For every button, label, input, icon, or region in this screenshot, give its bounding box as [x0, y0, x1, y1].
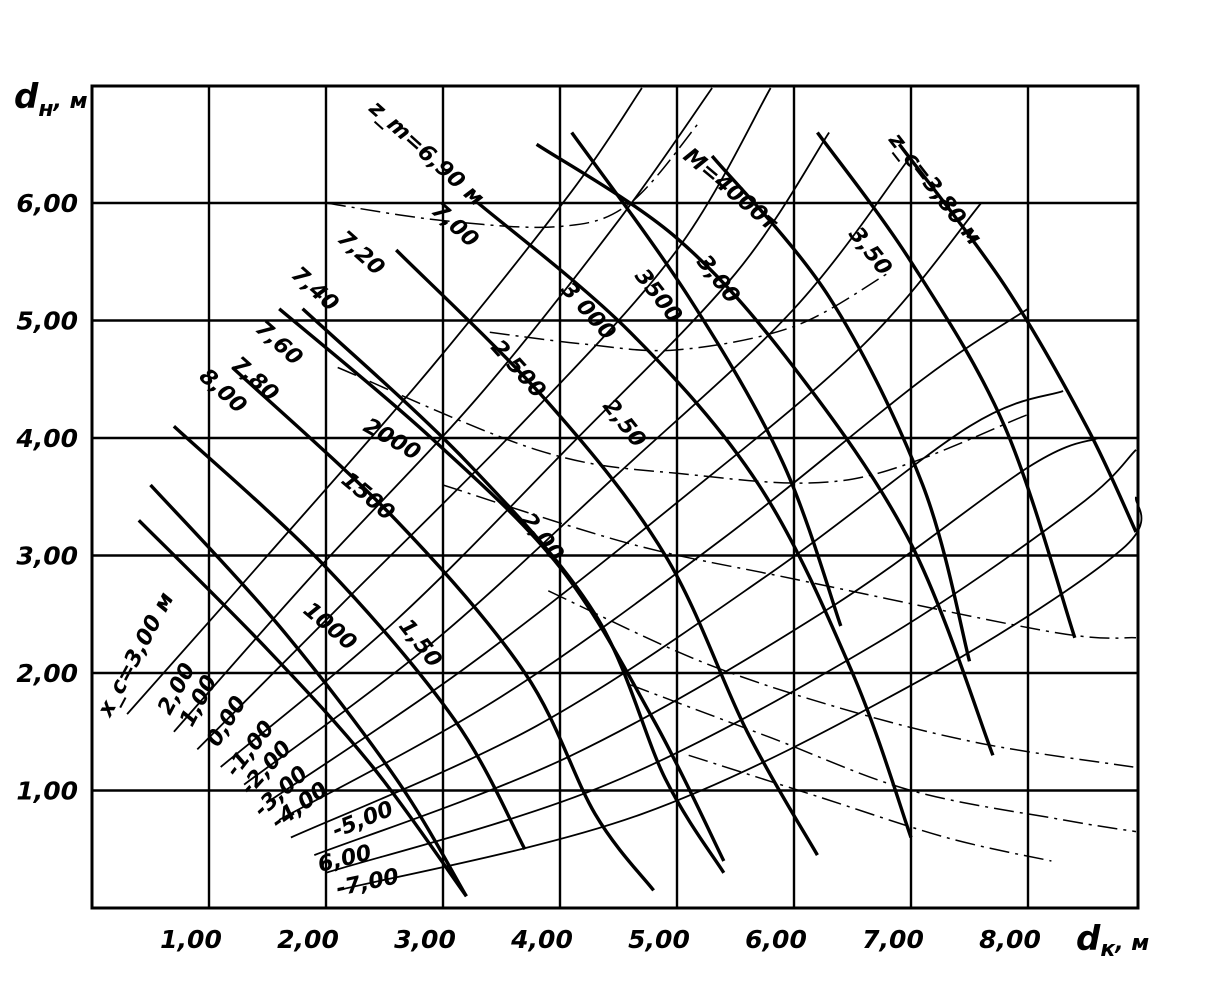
- xc-curve: [313, 437, 1099, 856]
- x-tick-label: 1,00: [160, 925, 222, 954]
- zc-curve: [570, 131, 843, 627]
- x-tick-label: 2,00: [277, 925, 339, 954]
- zm-curve: [172, 425, 527, 851]
- y-tick-label: 5,00: [16, 307, 78, 336]
- zc-curve: [278, 307, 726, 862]
- x-tick-label: 5,00: [628, 925, 690, 954]
- zc-curve: [816, 131, 1077, 639]
- zm-curve: [535, 142, 995, 756]
- zm-curve: [476, 201, 913, 839]
- x-axis-unit: , м: [1114, 931, 1149, 956]
- x-tick-label: 6,00: [745, 925, 807, 954]
- m-curve-label: 2 500: [486, 335, 551, 403]
- m-curve-label: 3 000: [556, 277, 621, 345]
- m-curve-label: 1000: [298, 597, 361, 656]
- tick-labels: 1,00 2,00 3,00 4,00 5,00 6,00 7,00 8,00 1,00 2,00…: [15, 189, 1041, 954]
- curve-families: [126, 87, 1143, 898]
- zm-curve-label: z_m=6,90 м: [363, 95, 488, 211]
- zc-curve: [710, 154, 972, 662]
- x-tick-label: 4,00: [510, 925, 573, 954]
- y-tick-label: 3,00: [16, 542, 78, 571]
- zc-curve: [137, 519, 468, 898]
- m-curve-label: M=4000т: [678, 143, 783, 236]
- x-tick-label: 7,00: [862, 925, 924, 954]
- xc-curve: [220, 132, 830, 768]
- zm-curve: [301, 307, 726, 874]
- zm-curve: [149, 483, 468, 898]
- xc-curve: [290, 390, 1064, 839]
- m-curve: [629, 684, 1137, 833]
- x-axis-subscript: к: [1100, 937, 1116, 962]
- xc-curve: [325, 449, 1137, 874]
- zc-curve: [897, 143, 1138, 533]
- zc-curve-label: z_c=3,80 м: [883, 128, 987, 251]
- plot-frame: [90, 84, 1140, 910]
- y-axis-unit: , м: [53, 89, 88, 114]
- m-curve: [442, 484, 1137, 639]
- m-curve: [337, 366, 1029, 484]
- m-curve: [489, 272, 888, 352]
- zc-curve-label: 3,00: [691, 250, 744, 308]
- y-tick-label: 1,00: [16, 777, 78, 806]
- curve-labels: z_m=6,90 м7,007,207,407,607,808,00M=4000…: [93, 95, 986, 902]
- x-tick-label: 8,00: [979, 925, 1041, 954]
- zm-curve-label: 7,40: [286, 262, 343, 317]
- xc-curve: [196, 87, 772, 751]
- y-axis-title: dн, м: [14, 77, 88, 122]
- x-tick-label: 3,00: [394, 925, 456, 954]
- m-curve: [547, 590, 1134, 768]
- y-tick-label: 6,00: [16, 189, 78, 218]
- y-axis-subscript: н: [38, 97, 53, 122]
- xc-curve: [126, 87, 643, 715]
- x-axis-title: dк, м: [1076, 919, 1149, 962]
- zc-curve-label: 1,50: [393, 614, 446, 672]
- m-curve: [688, 754, 1052, 862]
- zm-curve: [394, 248, 819, 856]
- zm-curve: [231, 366, 655, 892]
- xc-curve: [173, 87, 713, 733]
- y-tick-label: 4,00: [15, 424, 78, 453]
- xc-curve: [243, 155, 912, 786]
- zm-curve-label: 7,20: [332, 226, 389, 281]
- m-curve: [325, 120, 701, 229]
- xc-curve: [278, 308, 1029, 821]
- zc-curve-label: 2,50: [597, 394, 650, 452]
- xc-curve: [266, 202, 982, 804]
- y-tick-label: 2,00: [16, 659, 78, 688]
